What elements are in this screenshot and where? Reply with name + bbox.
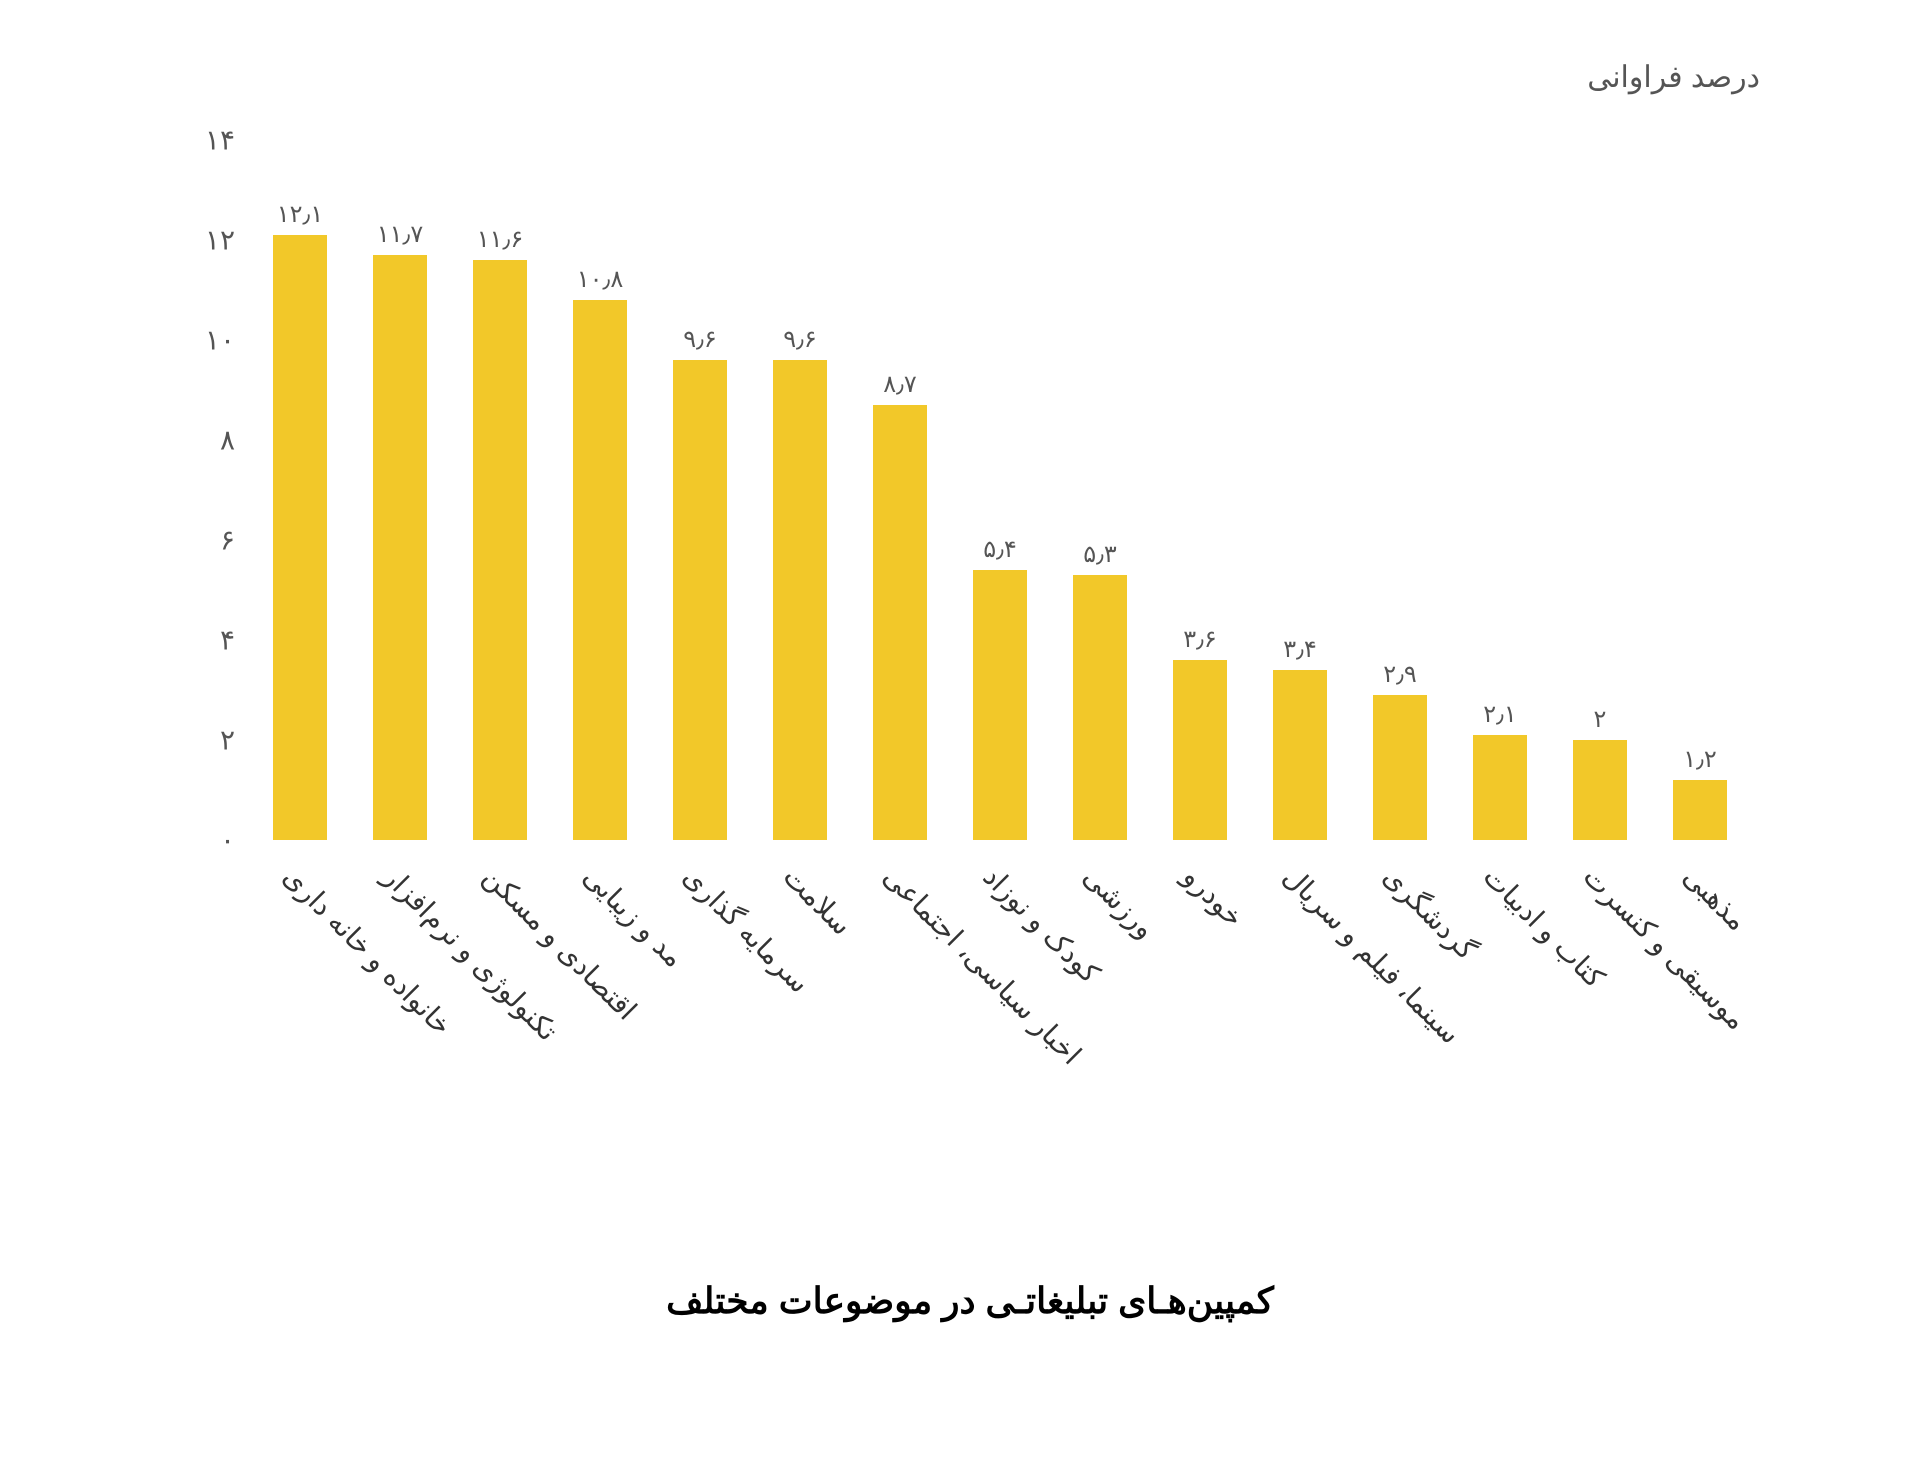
x-label: سینما، فیلم و سریال: [1277, 860, 1467, 1050]
y-tick: ۱۲: [180, 224, 235, 257]
bar-slot: ۸٫۷: [850, 140, 950, 840]
bar: [773, 360, 827, 840]
bar-value-label: ۱۰٫۸: [577, 265, 623, 294]
bar-slot: ۹٫۶: [750, 140, 850, 840]
bar-value-label: ۵٫۴: [983, 535, 1017, 564]
bar-value-label: ۱۱٫۷: [377, 220, 423, 249]
y-tick: ۴: [180, 624, 235, 657]
bar-slot: ۱۱٫۶: [450, 140, 550, 840]
y-axis-title: درصد فراوانی: [1587, 60, 1760, 95]
plot-area: ۱۲٫۱ ۱۱٫۷ ۱۱٫۶ ۱۰٫۸ ۹٫۶ ۹٫۶ ۸٫۷ ۵٫۴ ۵٫۳ ۳٫۶ ۳٫۴ ۲٫۹…: [250, 140, 1750, 840]
bar-value-label: ۱٫۲: [1683, 745, 1717, 774]
x-label: ورزشی: [1077, 860, 1162, 945]
bar: [1473, 735, 1527, 840]
y-tick: ۰: [180, 824, 235, 857]
bar: [273, 235, 327, 840]
bar: [573, 300, 627, 840]
bar: [1573, 740, 1627, 840]
y-tick: ۸: [180, 424, 235, 457]
bar-value-label: ۳٫۴: [1283, 635, 1317, 664]
bar-slot: ۱۲٫۱: [250, 140, 350, 840]
bar-value-label: ۸٫۷: [883, 370, 917, 399]
bar-value-label: ۵٫۳: [1083, 540, 1117, 569]
bar-slot: ۵٫۳: [1050, 140, 1150, 840]
bar: [1673, 780, 1727, 840]
bar-value-label: ۲٫۹: [1383, 660, 1417, 689]
bar: [1073, 575, 1127, 840]
x-label: خانواده و خانه داری: [277, 860, 459, 1042]
x-label: سلامت: [777, 860, 859, 942]
x-label: مذهبی: [1677, 860, 1754, 937]
bar: [473, 260, 527, 840]
bar: [873, 405, 927, 840]
bar-slot: ۲٫۹: [1350, 140, 1450, 840]
bar: [373, 255, 427, 840]
bar: [1273, 670, 1327, 840]
bar-slot: ۲٫۱: [1450, 140, 1550, 840]
bar-value-label: ۹٫۶: [683, 325, 717, 354]
y-tick: ۱۰: [180, 324, 235, 357]
y-tick: ۶: [180, 524, 235, 557]
bar-slot: ۳٫۶: [1150, 140, 1250, 840]
bar-slot: ۳٫۴: [1250, 140, 1350, 840]
bar-chart: درصد فراوانی ۱۲٫۱ ۱۱٫۷ ۱۱٫۶ ۱۰٫۸ ۹٫۶ ۹٫۶ ۸٫۷ ۵٫…: [160, 60, 1780, 1400]
bar: [973, 570, 1027, 840]
bar-slot: ۲: [1550, 140, 1650, 840]
x-axis-title: کمپین‌هـای تبلیغاتـی در موضوعات مختلف: [160, 1280, 1780, 1322]
bar: [1373, 695, 1427, 840]
bar-value-label: ۲: [1594, 705, 1607, 734]
bar: [673, 360, 727, 840]
bar-value-label: ۳٫۶: [1183, 625, 1217, 654]
x-label: اخبار سیاسی، اجتماعی: [877, 860, 1088, 1071]
bar-slot: ۱۱٫۷: [350, 140, 450, 840]
x-label: گردشگری: [1377, 860, 1483, 966]
x-label: خودرو: [1177, 860, 1251, 934]
y-tick: ۱۴: [180, 124, 235, 157]
bar-value-label: ۱۲٫۱: [277, 200, 323, 229]
bar-slot: ۹٫۶: [650, 140, 750, 840]
x-label: تکنولوژی و نرم‌افزار: [377, 860, 565, 1048]
bar: [1173, 660, 1227, 840]
bar-value-label: ۲٫۱: [1483, 700, 1517, 729]
bar-slot: ۵٫۴: [950, 140, 1050, 840]
y-tick: ۲: [180, 724, 235, 757]
bar-slot: ۱٫۲: [1650, 140, 1750, 840]
bar-value-label: ۱۱٫۶: [477, 225, 523, 254]
bars-container: ۱۲٫۱ ۱۱٫۷ ۱۱٫۶ ۱۰٫۸ ۹٫۶ ۹٫۶ ۸٫۷ ۵٫۴ ۵٫۳ ۳٫۶ ۳٫۴ ۲٫۹…: [250, 140, 1750, 840]
bar-value-label: ۹٫۶: [783, 325, 817, 354]
bar-slot: ۱۰٫۸: [550, 140, 650, 840]
